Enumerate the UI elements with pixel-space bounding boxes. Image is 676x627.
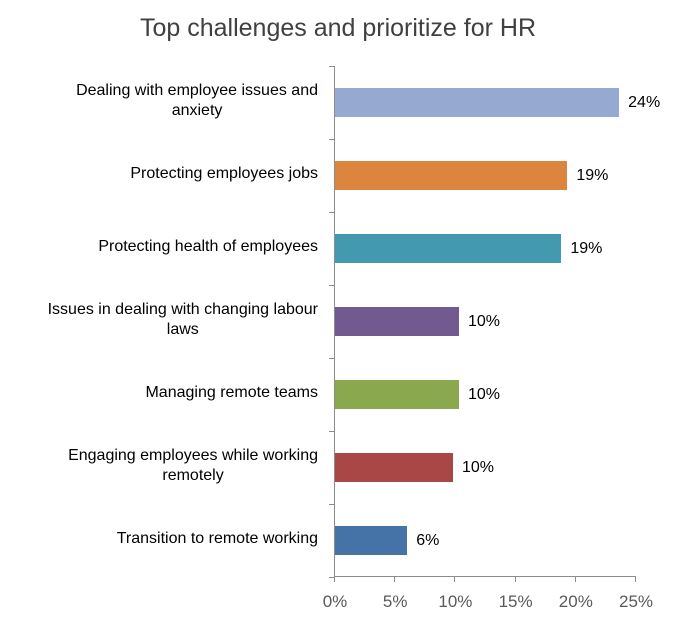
category-label-text: Engaging employees while working remotely — [68, 447, 318, 484]
y-axis-tick — [329, 212, 335, 213]
category-label: Dealing with employee issues and anxiety — [0, 81, 318, 121]
data-label: 19% — [576, 167, 609, 184]
category-label-text: Dealing with employee issues and anxiety — [76, 82, 318, 119]
chart-title: Top challenges and prioritize for HR — [139, 14, 537, 42]
x-axis-tick — [334, 576, 335, 582]
x-axis-tick — [635, 576, 636, 582]
y-axis-tick — [329, 431, 335, 432]
bar — [335, 526, 408, 555]
category-label-text: Managing remote teams — [145, 384, 318, 401]
data-label: 6% — [416, 532, 440, 549]
x-axis-tick — [514, 576, 516, 582]
data-label: 24% — [628, 94, 661, 111]
category-label-text: Issues in dealing with changing labour la… — [47, 301, 318, 338]
category-label-text: Protecting employees jobs — [130, 165, 318, 182]
y-axis-tick — [329, 358, 335, 359]
y-axis-tick — [329, 577, 335, 578]
bar — [335, 453, 453, 482]
bar — [335, 307, 459, 336]
bar — [335, 88, 620, 117]
category-label: Engaging employees while working remotely — [0, 446, 318, 486]
category-label-text: Protecting health of employees — [98, 238, 318, 255]
y-axis-tick — [329, 504, 335, 505]
bar — [335, 380, 459, 409]
x-axis-label: 0% — [322, 592, 348, 611]
x-axis-label: 15% — [498, 592, 533, 611]
category-label: Transition to remote working — [0, 529, 318, 549]
x-axis-tick — [394, 576, 396, 582]
data-label: 10% — [468, 386, 501, 403]
x-axis-label: 25% — [618, 592, 654, 611]
data-label: 10% — [468, 313, 501, 330]
category-label: Protecting health of employees — [0, 237, 318, 257]
category-label: Protecting employees jobs — [0, 164, 318, 184]
category-label: Managing remote teams — [0, 383, 318, 403]
category-label-text: Transition to remote working — [116, 530, 318, 547]
x-axis-label: 20% — [558, 592, 593, 611]
x-axis-line — [334, 576, 636, 577]
category-label: Issues in dealing with changing labour la… — [0, 300, 318, 340]
x-axis-tick — [454, 576, 456, 582]
x-axis-tick — [574, 576, 576, 582]
x-axis-label: 10% — [438, 592, 473, 611]
bar — [335, 234, 562, 263]
y-axis-tick — [329, 66, 335, 67]
y-axis-line — [334, 66, 335, 577]
y-axis-tick — [329, 285, 335, 286]
data-label: 10% — [461, 459, 495, 476]
data-label: 19% — [570, 240, 603, 257]
y-axis-tick — [329, 139, 335, 140]
bar — [335, 161, 568, 190]
x-axis-label: 5% — [382, 592, 408, 611]
